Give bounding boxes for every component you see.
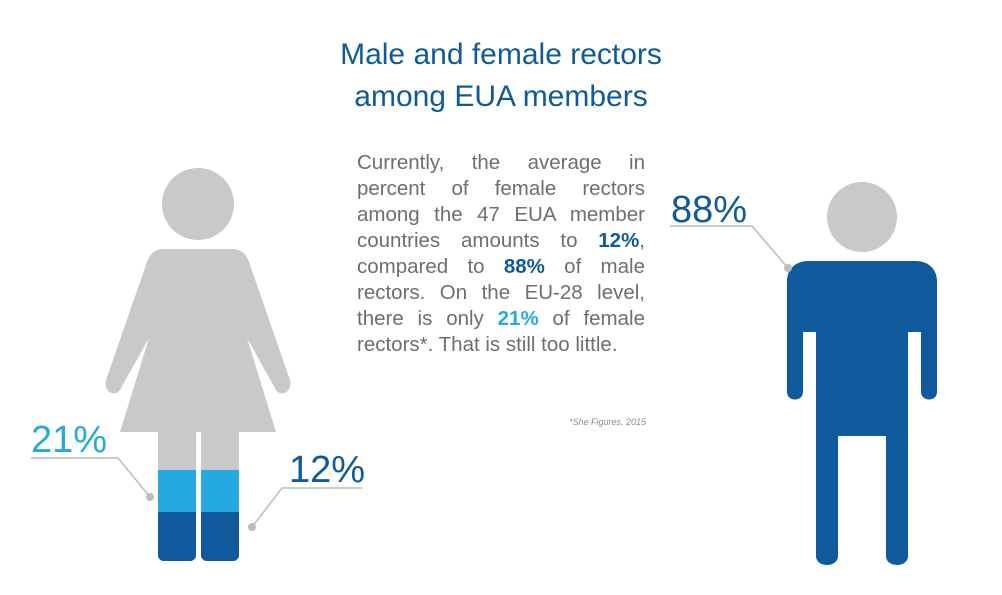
- male-percent-label: 88%: [671, 189, 748, 231]
- male-body: [787, 261, 937, 565]
- leader-line-21: [31, 457, 151, 498]
- source-footnote: *She Figures, 2015: [568, 417, 646, 427]
- paragraph-text-3: of male rectors. On the EU-28 level, the…: [357, 255, 645, 330]
- female-figure: [105, 168, 291, 561]
- female-body: [105, 249, 291, 432]
- title-line-2: among EUA members: [354, 80, 648, 113]
- male-head: [827, 182, 897, 252]
- highlight-21-percent: 21%: [497, 307, 539, 330]
- chart-title: Male and female rectors among EUA member…: [0, 34, 1002, 118]
- eu28-female-percent-label: 21%: [31, 419, 108, 461]
- female-legs-eua-fill: [158, 512, 239, 561]
- highlight-12-percent: 12%: [598, 229, 640, 252]
- female-legs: [158, 420, 239, 561]
- eua-female-percent-label: 12%: [289, 449, 366, 491]
- female-head: [162, 168, 234, 240]
- description-paragraph: Currently, the average in percent of fem…: [357, 150, 645, 358]
- leader-line-male: [670, 225, 789, 269]
- leader-dot-male: [784, 264, 792, 272]
- male-figure: [787, 182, 937, 565]
- title-line-1: Male and female rectors: [340, 38, 662, 71]
- leader-lines: [31, 225, 792, 531]
- leader-dot-21: [146, 493, 154, 501]
- paragraph-text-1: Currently, the average in percent of fem…: [357, 151, 645, 252]
- leader-dot-12: [248, 523, 256, 531]
- highlight-88-percent: 88%: [503, 255, 545, 278]
- leader-line-12: [251, 487, 362, 528]
- paragraph-text-2: , compared to: [357, 229, 645, 278]
- paragraph-text-4: of female rectors*. That is still too li…: [357, 307, 645, 356]
